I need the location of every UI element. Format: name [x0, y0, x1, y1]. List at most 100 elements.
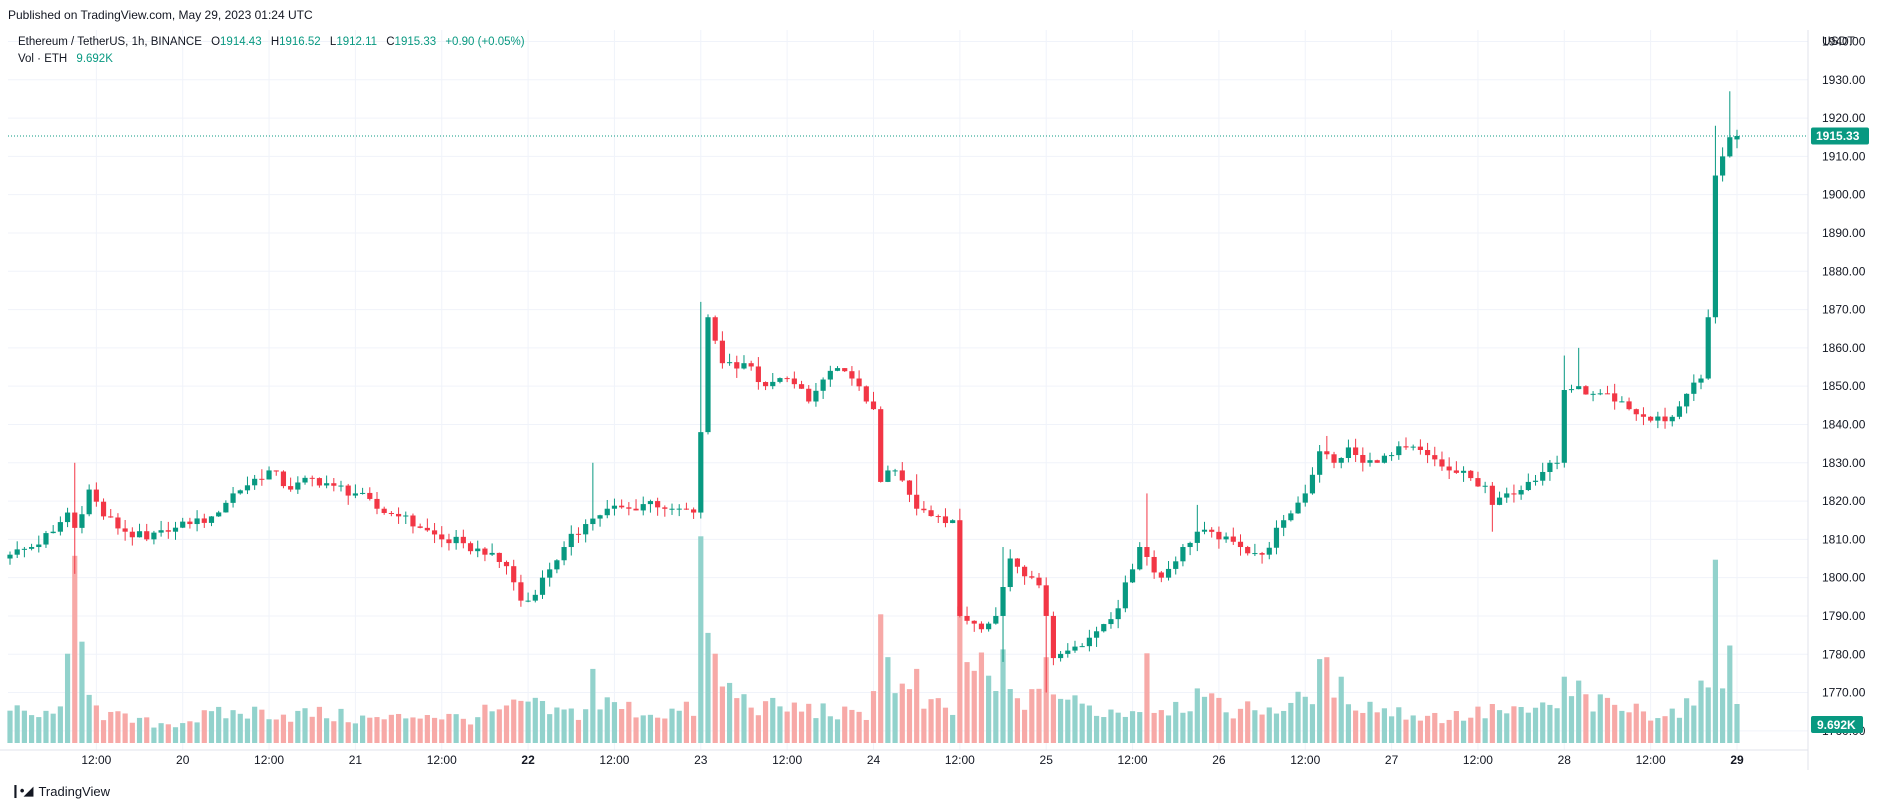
candle-body	[1684, 393, 1690, 407]
price-tick-label: 1890.00	[1822, 226, 1866, 240]
volume-bar	[1389, 716, 1395, 743]
volume-bar	[1540, 702, 1546, 743]
volume-bar	[1525, 712, 1531, 743]
candle-body	[180, 521, 186, 528]
candle-body	[21, 548, 27, 550]
volume-bar	[352, 723, 358, 743]
candle-body	[1331, 454, 1337, 463]
candle-body	[1511, 493, 1517, 495]
volume-bar	[28, 715, 35, 743]
volume-bar	[223, 718, 229, 743]
volume-bar	[1453, 711, 1459, 743]
candle-body	[633, 508, 639, 511]
volume-bar	[849, 709, 855, 743]
volume-bar	[1245, 701, 1251, 743]
volume-bar	[1648, 720, 1654, 743]
volume-bar	[252, 706, 258, 743]
tradingview-footer[interactable]: ❙•◢ TradingView	[10, 783, 110, 799]
volume-bar	[1432, 712, 1438, 743]
volume-bar	[446, 713, 452, 743]
volume-bar	[1288, 702, 1294, 743]
candle-body	[827, 370, 833, 380]
candle-body	[1396, 446, 1402, 456]
candle-body	[892, 470, 898, 472]
candle-body	[928, 510, 934, 517]
volume-bar	[741, 694, 747, 743]
time-tick-label: 23	[694, 753, 708, 767]
time-tick-label: 27	[1385, 753, 1399, 767]
candle-body	[288, 486, 294, 490]
volume-bar	[604, 697, 610, 743]
volume-bar	[1720, 688, 1726, 743]
time-tick-label: 25	[1040, 753, 1054, 767]
candle-body	[856, 378, 862, 387]
candle-body	[1259, 553, 1265, 555]
symbol-title[interactable]: Ethereum / TetherUS, 1h, BINANCE	[18, 36, 202, 48]
candle-body	[50, 531, 56, 534]
candle-body	[842, 368, 848, 372]
candle-body	[755, 366, 761, 383]
volume-bar	[50, 713, 56, 743]
volume-bar	[1381, 708, 1387, 743]
candle-body	[1367, 460, 1373, 463]
price-tick-label: 1790.00	[1822, 609, 1866, 623]
candle-body	[1022, 566, 1028, 577]
candlesticks	[7, 91, 1740, 693]
candle-body	[914, 494, 920, 509]
volume-bar	[1511, 706, 1517, 743]
candle-body	[1151, 556, 1157, 573]
candle-body	[1230, 536, 1236, 542]
candle-body	[784, 378, 790, 380]
volume-bar	[14, 705, 20, 743]
last-volume-tag: 9.692K	[1811, 716, 1863, 733]
candle-body	[1424, 450, 1431, 456]
volume-bar	[856, 711, 862, 743]
volume-bar	[899, 683, 905, 743]
volume-bar	[1345, 704, 1352, 743]
volume-bar	[568, 708, 574, 743]
volume-bar	[619, 709, 625, 743]
volume-bar	[935, 698, 941, 743]
volume-bar	[424, 715, 430, 743]
time-axis-labels[interactable]: 12:00 20 12:00 21 12:00 22 12:00 23 12:00 24 12:00…	[81, 753, 1744, 767]
volume-bar	[1108, 709, 1114, 743]
price-axis-labels[interactable]: 1760.001770.001780.001790.001800.001810.…	[1822, 34, 1866, 737]
volume-bar	[1072, 695, 1078, 743]
volume-bar	[1676, 717, 1683, 743]
volume-label[interactable]: Vol · ETH	[18, 53, 68, 65]
volume-bar	[1640, 711, 1647, 743]
volume-bar	[705, 632, 711, 743]
volume-bar	[453, 714, 459, 743]
volume-bar	[511, 699, 517, 743]
candle-body	[194, 518, 200, 525]
volume-bar	[827, 716, 833, 743]
candle-body	[1475, 478, 1481, 487]
candle-body	[1122, 582, 1128, 609]
volume-bar	[1086, 705, 1092, 743]
price-tick-label: 1880.00	[1822, 264, 1866, 278]
volume-bar	[244, 718, 251, 743]
volume-bar	[986, 675, 992, 743]
volume-bar	[1403, 719, 1409, 743]
price-tick-label: 1840.00	[1822, 417, 1866, 431]
candle-body	[381, 508, 387, 513]
volume-bar	[1590, 711, 1596, 743]
volume-bar	[1201, 696, 1208, 743]
volume-bar	[597, 709, 603, 743]
candle-body	[1165, 568, 1172, 578]
published-caption: Published on TradingView.com, May 29, 20…	[8, 8, 313, 22]
candle-body	[1093, 631, 1100, 638]
price-tick-label: 1910.00	[1822, 149, 1866, 163]
volume-bar	[698, 536, 704, 743]
price-tick-label: 1940.00	[1822, 34, 1866, 48]
candle-body	[367, 492, 373, 499]
volume-bar	[1309, 704, 1316, 743]
candle-body	[1216, 531, 1222, 540]
candle-body	[503, 561, 510, 567]
candle-body	[791, 378, 797, 385]
volume-bar	[942, 707, 949, 743]
volume-bar	[1324, 657, 1330, 743]
volume-bar	[381, 719, 387, 743]
candle-body	[172, 527, 179, 532]
